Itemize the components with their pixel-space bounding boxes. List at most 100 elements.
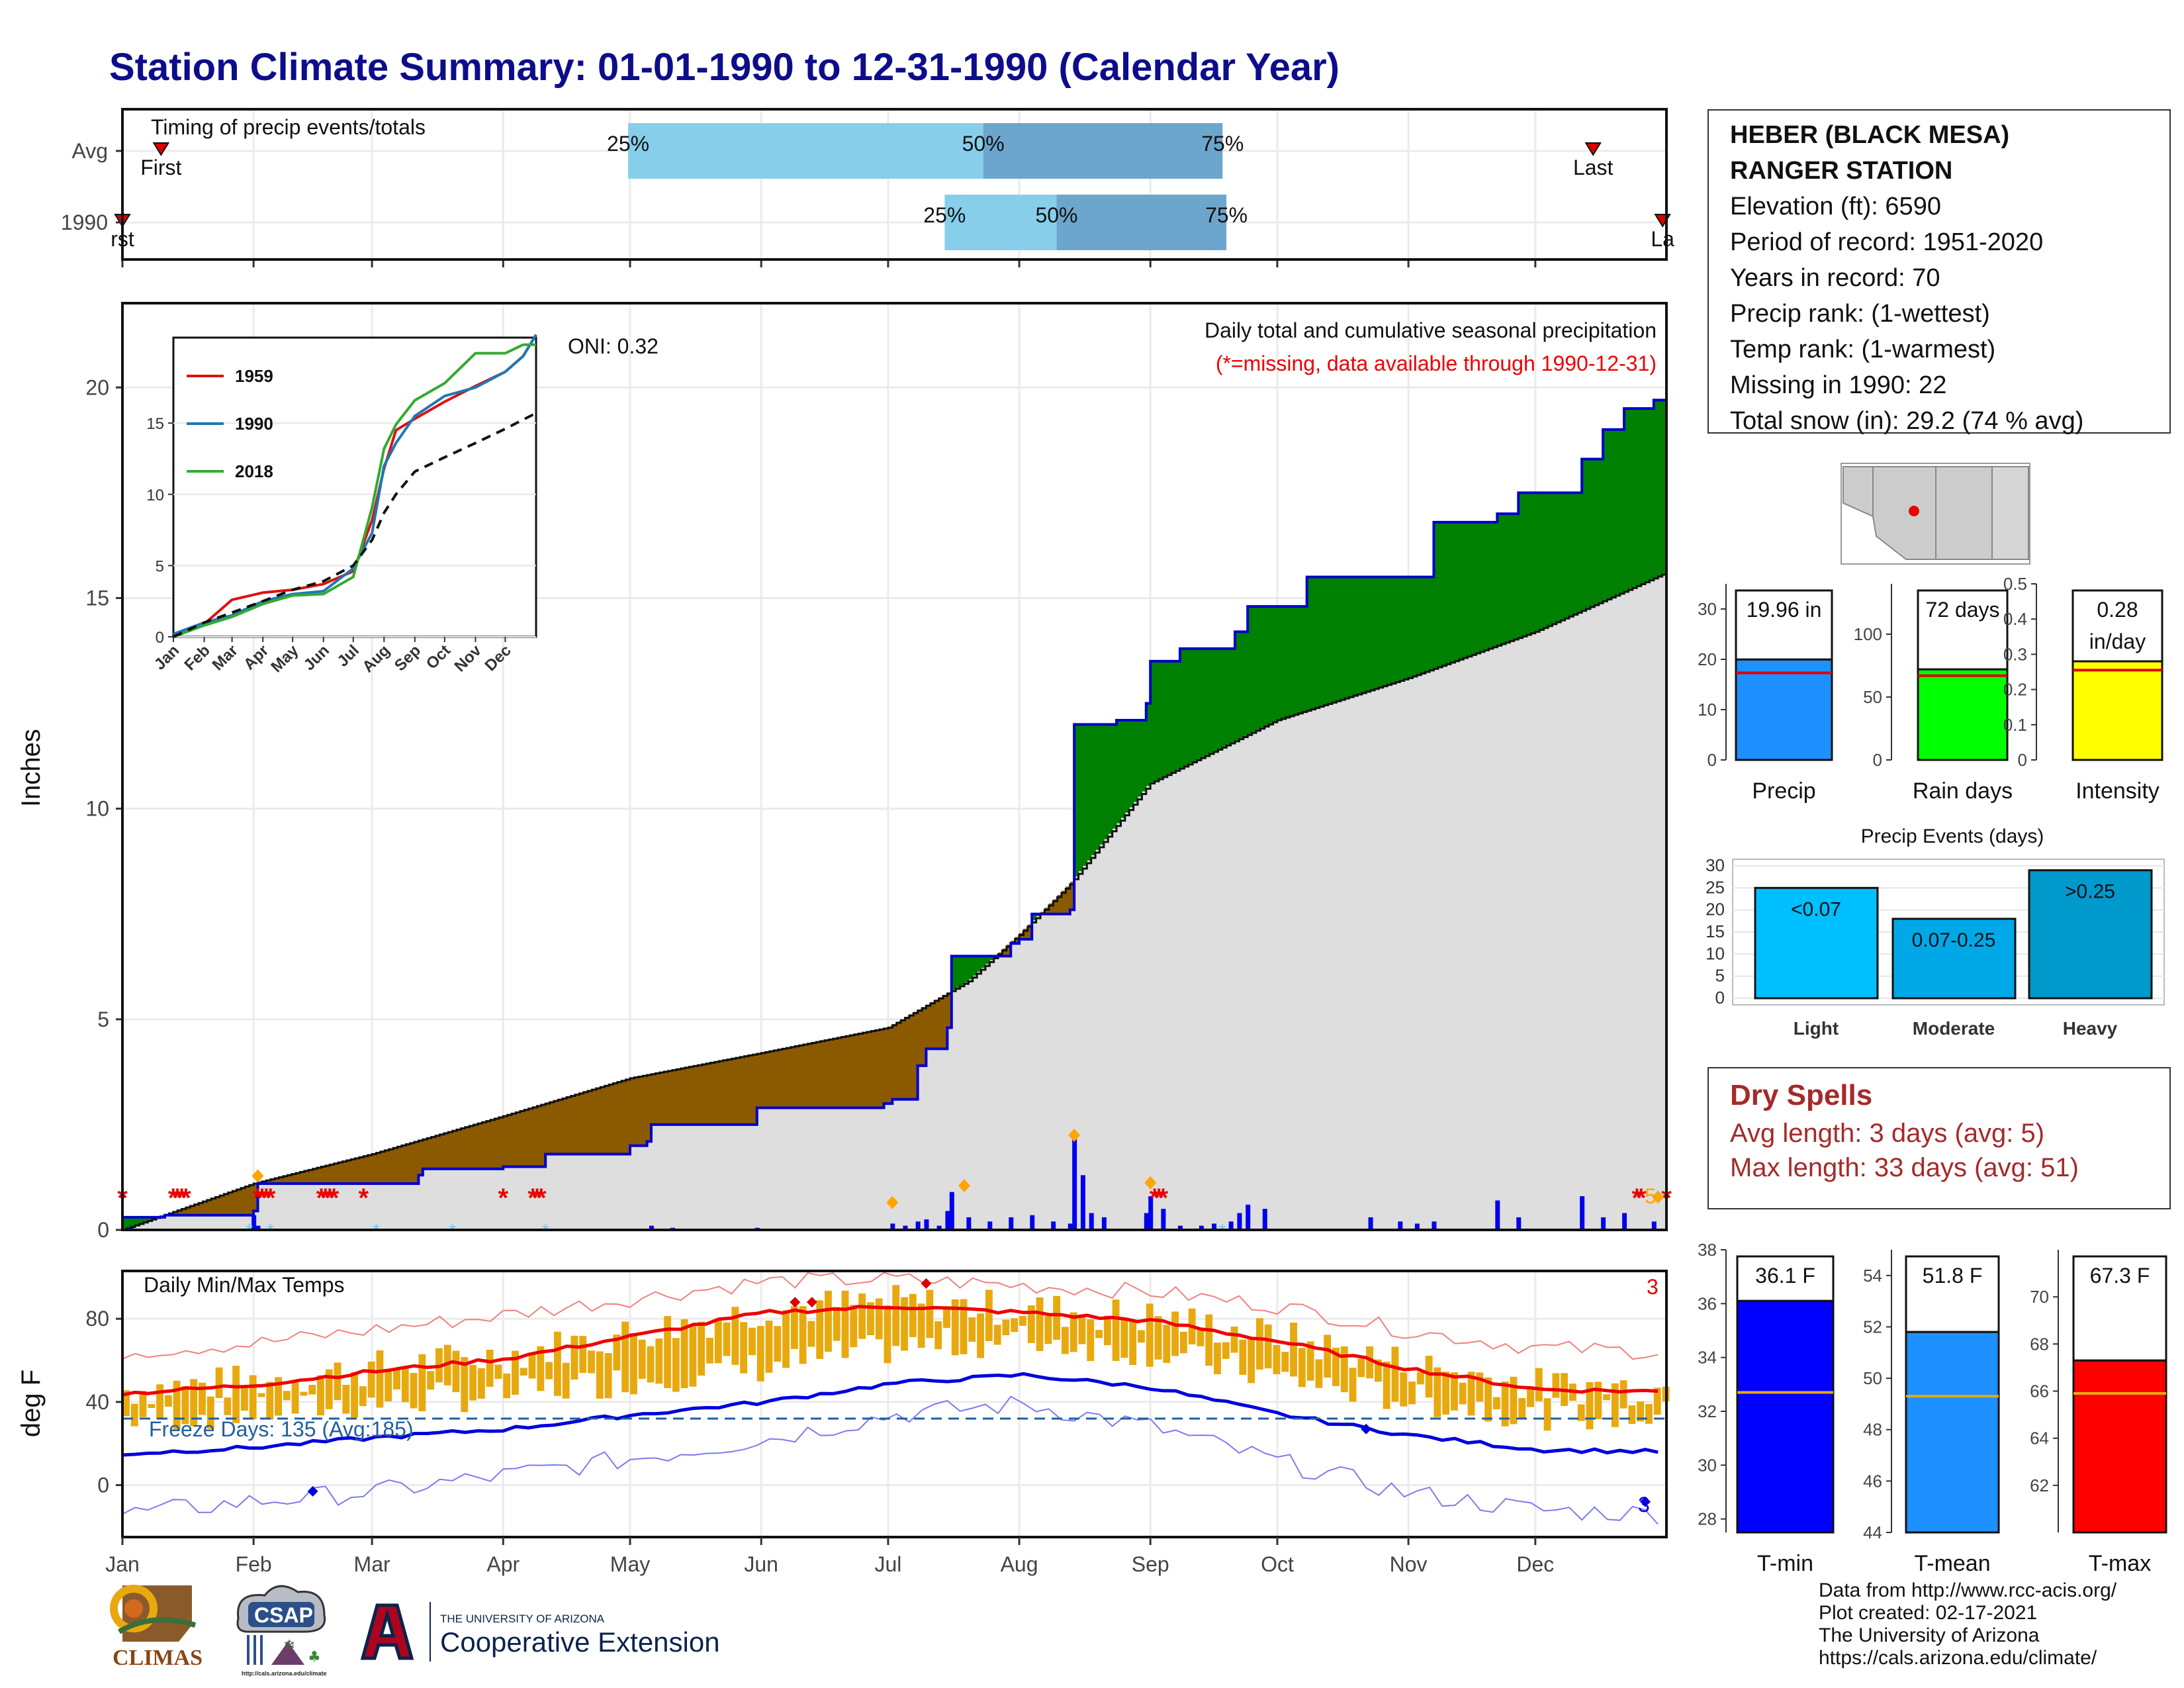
daily-temp-range-bar (604, 1353, 612, 1399)
above-average-fill (968, 956, 974, 980)
above-average-fill (1311, 577, 1316, 709)
daily-temp-range-bar (461, 1357, 469, 1413)
above-average-fill (1298, 606, 1303, 713)
above-average-fill (1239, 632, 1244, 739)
precip-border (121, 302, 1668, 1231)
below-average-fill (592, 1089, 597, 1154)
below-average-fill (367, 1154, 373, 1184)
below-average-fill (892, 1024, 897, 1100)
daily-precip-bar (1089, 1213, 1094, 1230)
timing-quartile-dark (1056, 195, 1227, 250)
summary-ytick-label: 30 (1698, 599, 1717, 619)
credit-plot-date: Plot created: 02-17-2021 (1819, 1602, 2038, 1624)
daily-temp-range-bar (240, 1385, 248, 1411)
timing-label-q25: 25% (607, 132, 649, 156)
daily-temp-range-bar (816, 1300, 824, 1359)
daily-temp-range-bar (1357, 1358, 1365, 1378)
below-average-fill (1053, 899, 1058, 914)
daily-temp-range-bar (139, 1391, 147, 1417)
summary-ytick-label: 44 (1863, 1523, 1882, 1542)
above-average-fill (1556, 492, 1561, 622)
above-average-fill (1391, 577, 1396, 683)
precip-ytick-label: 10 (85, 797, 109, 821)
event-category-label: Light (1794, 1018, 1839, 1039)
summary-ytick-label: 0 (2018, 750, 2027, 770)
daily-temp-range-bar (1290, 1323, 1297, 1377)
below-average-fill (245, 1186, 250, 1215)
max-event-marker (886, 1196, 899, 1209)
above-average-fill (1163, 661, 1168, 776)
daily-temp-range-bar (1433, 1367, 1441, 1417)
missing-day-marker: * (257, 1184, 267, 1213)
below-average-fill (270, 1178, 275, 1184)
daily-temp-range-bar (1527, 1386, 1534, 1407)
credit-url: https://cals.arizona.edu/climate/ (1819, 1647, 2097, 1669)
above-average-fill (1099, 724, 1105, 845)
below-average-fill (816, 1041, 821, 1108)
daily-temp-range-bar (1552, 1373, 1560, 1398)
below-average-fill (714, 1061, 719, 1125)
above-average-fill (1188, 648, 1193, 764)
below-average-fill (385, 1149, 390, 1184)
temp-ytick-label: 80 (85, 1307, 109, 1331)
below-average-fill (520, 1110, 525, 1167)
below-average-fill (811, 1042, 817, 1108)
month-tick-label: May (610, 1552, 650, 1576)
timing-border (121, 108, 1668, 261)
daily-temp-range-bar (833, 1307, 841, 1341)
daily-temp-range-bar (199, 1382, 206, 1415)
below-average-fill (372, 1153, 377, 1184)
below-average-fill (634, 1077, 639, 1146)
below-average-fill (604, 1085, 610, 1154)
above-average-fill (1624, 408, 1629, 591)
dry-spells-avg: Avg length: 3 days (avg: 5) (1730, 1119, 2045, 1148)
below-average-fill (803, 1044, 809, 1108)
daily-temp-range-bar (1391, 1346, 1399, 1402)
below-average-fill (516, 1111, 521, 1167)
daily-temp-range-bar (706, 1337, 713, 1364)
daily-temp-range-bar (1324, 1335, 1332, 1378)
above-average-fill (1264, 606, 1269, 726)
below-average-fill (456, 1129, 461, 1169)
below-average-fill (537, 1105, 542, 1167)
summary-ytick-label: 0.5 (2003, 574, 2027, 594)
daily-temp-range-bar (325, 1369, 333, 1409)
below-average-fill (719, 1060, 724, 1125)
below-average-fill (740, 1056, 745, 1125)
above-average-fill (1336, 577, 1342, 701)
below-average-fill (512, 1113, 517, 1167)
month-tick-label: Jul (874, 1552, 901, 1576)
timing-label-last: La (1651, 227, 1674, 251)
summary-ytick-label: 0.1 (2003, 715, 2027, 735)
max-event-marker (1144, 1176, 1157, 1190)
daily-precip-bar (1101, 1217, 1107, 1230)
above-average-fill (126, 1217, 132, 1228)
above-average-fill (1294, 606, 1299, 714)
below-average-fill (917, 1009, 923, 1066)
daily-temp-range-bar (359, 1386, 367, 1407)
summary-ytick-label: 30 (1698, 1455, 1717, 1475)
daily-temp-range-bar (1255, 1318, 1263, 1370)
daily-temp-range-bar (1044, 1316, 1052, 1344)
max-event-count: 5 (1645, 1184, 1657, 1208)
below-average-fill (778, 1049, 783, 1108)
below-average-fill (659, 1072, 664, 1125)
below-average-fill (418, 1140, 424, 1176)
summary-panel-t-max: 62 64 66 68 70 67.3 F T-max (2030, 1250, 2167, 1576)
daily-temp-range-bar (1332, 1347, 1340, 1386)
summary-ytick-label: 52 (1863, 1317, 1882, 1336)
daily-temp-range-bar (647, 1346, 655, 1383)
below-average-fill (469, 1125, 475, 1169)
daily-temp-range-bar (782, 1310, 790, 1368)
below-average-fill (338, 1162, 343, 1184)
below-average-fill (689, 1066, 694, 1125)
below-average-fill (435, 1135, 440, 1169)
daily-temp-range-bar (1154, 1316, 1162, 1360)
daily-temp-range-bar (875, 1298, 883, 1340)
daily-temp-range-bar (748, 1327, 756, 1356)
below-average-fill (351, 1158, 356, 1184)
below-average-fill (643, 1075, 648, 1146)
daily-precip-bar (1580, 1196, 1585, 1230)
temp-title: Daily Min/Max Temps (144, 1273, 344, 1297)
daily-temp-range-bar (122, 1390, 130, 1417)
